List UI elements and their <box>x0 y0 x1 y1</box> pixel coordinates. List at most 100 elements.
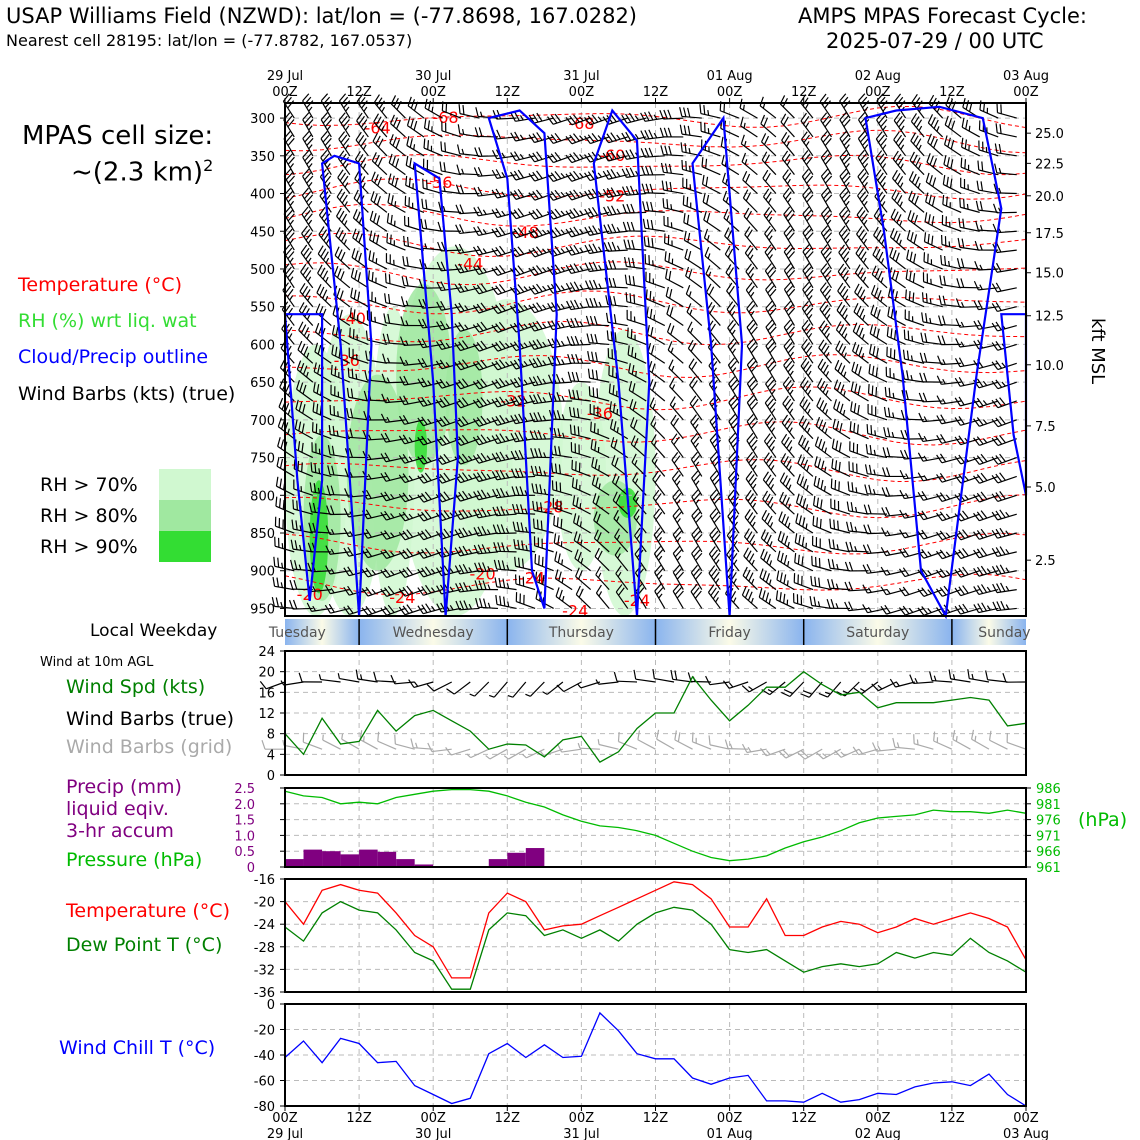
upper-air-wind-barb <box>609 401 628 421</box>
upper-air-wind-barb <box>435 491 462 503</box>
upper-air-wind-barb <box>380 585 406 597</box>
precip-tick-label: 2.5 <box>234 782 255 797</box>
upper-air-wind-barb <box>642 201 665 213</box>
temperature-contour-label: -36 <box>334 351 360 370</box>
upper-air-wind-barb <box>472 302 499 314</box>
upper-air-wind-barb <box>746 413 758 440</box>
upper-air-wind-barb <box>783 244 795 270</box>
upper-air-wind-barb <box>782 187 795 213</box>
surface-wind-barb-true <box>633 669 656 683</box>
kft-tick-label: 2.5 <box>1035 554 1056 569</box>
cloud-outline <box>413 161 460 617</box>
upper-air-wind-barb <box>553 515 573 534</box>
upper-air-wind-barb <box>973 602 999 614</box>
upper-air-wind-barb <box>621 112 647 124</box>
temperature-contour <box>284 178 1027 200</box>
upper-air-wind-barb <box>954 435 980 446</box>
upper-air-wind-barb <box>937 335 962 346</box>
upper-air-wind-barb <box>978 140 999 157</box>
upper-air-wind-barb <box>553 533 573 553</box>
upper-air-wind-barb <box>873 226 888 251</box>
upper-air-wind-barb <box>592 493 610 515</box>
upper-air-wind-barb <box>473 507 499 519</box>
upper-air-wind-barb <box>546 113 573 125</box>
upper-air-wind-barb <box>727 338 740 364</box>
upper-air-wind-barb <box>320 112 332 138</box>
upper-air-wind-barb <box>746 300 758 326</box>
weekday-segment <box>359 619 508 645</box>
upper-air-wind-barb <box>664 251 684 270</box>
temperature-contour-label: -20 <box>470 565 496 584</box>
surface-wind-barb-true <box>595 679 619 685</box>
upper-air-wind-barb <box>317 264 332 289</box>
upper-air-wind-barb <box>654 583 666 609</box>
upper-air-wind-barb <box>936 549 962 560</box>
pressure-label: Pressure (hPa) <box>66 849 203 871</box>
upper-air-wind-barb <box>555 587 573 609</box>
chart-title: USAP Williams Field (NZWD): lat/lon = (-… <box>6 4 637 28</box>
upper-air-wind-barb <box>690 432 703 458</box>
upper-air-wind-barb <box>880 566 906 576</box>
legend-rh: RH (%) wrt liq. wat <box>18 310 197 332</box>
bottom-hour-label: 00Z <box>865 1111 891 1126</box>
surface-wind-barb-grid <box>556 743 582 753</box>
upper-air-wind-barb <box>509 188 536 200</box>
upper-air-wind-barb <box>473 206 499 217</box>
upper-air-wind-barb <box>681 159 702 176</box>
upper-air-wind-barb <box>800 112 814 138</box>
upper-air-wind-barb <box>705 265 721 289</box>
upper-air-wind-barb <box>890 208 907 232</box>
upper-air-wind-barb <box>899 489 925 500</box>
surface-wind-barb-true <box>525 681 545 697</box>
pressure-tick-label: 961 <box>1036 861 1061 876</box>
upper-air-wind-barb <box>380 530 406 540</box>
upper-air-wind-barb <box>991 302 1017 313</box>
upper-air-wind-barb <box>474 580 499 591</box>
upper-air-wind-barb <box>398 453 425 464</box>
upper-air-wind-barb <box>420 218 443 232</box>
upper-air-wind-barb <box>907 210 925 232</box>
upper-air-wind-barb <box>406 116 425 138</box>
upper-air-wind-barb <box>883 427 906 440</box>
upper-air-wind-barb <box>801 338 814 364</box>
upper-air-wind-barb <box>690 451 703 477</box>
upper-air-wind-barb <box>941 235 962 251</box>
upper-air-wind-barb <box>802 281 814 307</box>
pressure-tick-label: 400 <box>250 188 275 203</box>
upper-air-wind-barb <box>653 546 666 572</box>
surface-wind-barb-true <box>426 681 452 692</box>
upper-air-wind-barb <box>728 376 740 402</box>
surface-wind-barb-true <box>355 669 378 683</box>
precip-panel-frame <box>284 787 1027 868</box>
upper-air-wind-barb <box>765 281 777 307</box>
upper-air-wind-barb <box>973 453 999 465</box>
upper-air-wind-barb <box>569 424 591 440</box>
upper-air-wind-barb <box>533 536 554 553</box>
upper-air-wind-barb <box>818 339 832 364</box>
upper-air-wind-barb <box>671 452 684 477</box>
upper-air-wind-barb <box>417 397 443 407</box>
weekday-label: Saturday <box>846 625 909 641</box>
upper-air-wind-barb <box>765 338 777 364</box>
windchill-tick-label: -20 <box>254 1024 275 1039</box>
bottom-hour-label: 00Z <box>1013 1111 1039 1126</box>
upper-air-wind-barb <box>782 395 795 421</box>
upper-air-wind-barb <box>509 208 536 220</box>
upper-air-wind-barb <box>383 313 406 327</box>
upper-air-wind-barb <box>870 285 888 308</box>
upper-air-wind-barb <box>802 263 814 289</box>
upper-air-wind-barb <box>640 147 665 158</box>
surface-wind-barb-grid <box>852 746 878 756</box>
precip-bar <box>340 854 360 867</box>
upper-air-wind-barb <box>724 227 740 251</box>
upper-air-wind-barb <box>862 584 888 594</box>
upper-air-wind-barb <box>742 171 758 194</box>
upper-air-wind-barb <box>727 319 740 345</box>
upper-air-wind-barb <box>435 378 462 389</box>
upper-air-wind-barb <box>741 586 758 609</box>
upper-air-wind-barb <box>781 132 795 157</box>
upper-air-wind-barb <box>456 144 480 157</box>
top-hour-label: 12Z <box>643 85 669 100</box>
upper-air-wind-barb <box>627 345 647 364</box>
